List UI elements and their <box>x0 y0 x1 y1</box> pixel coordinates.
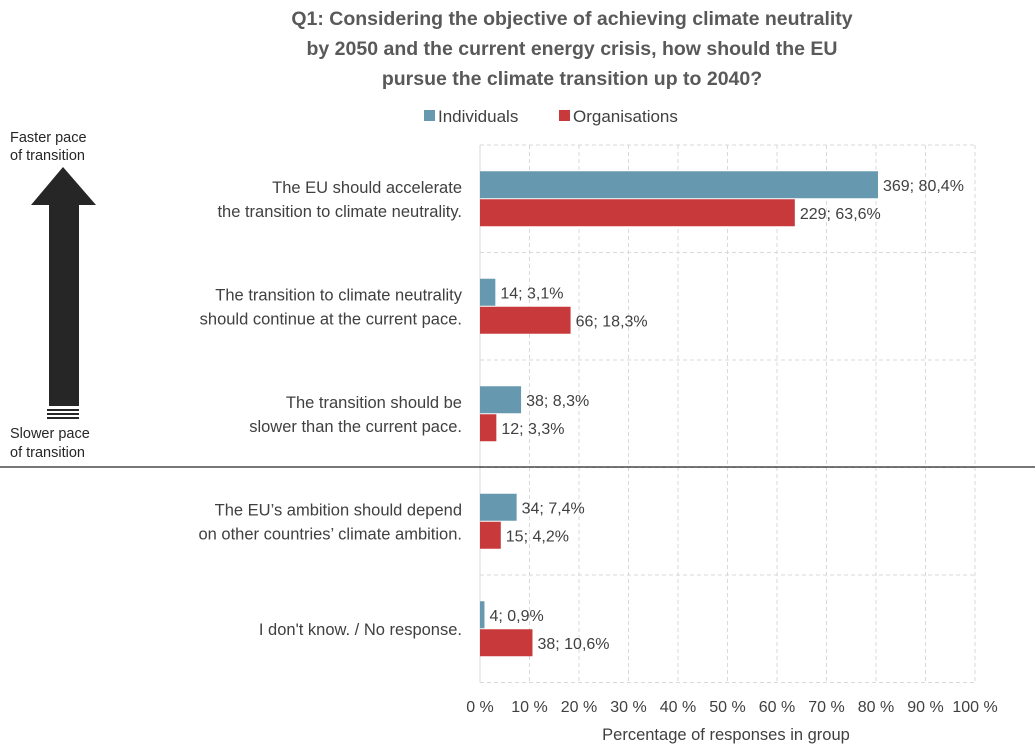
bar-organisations-3 <box>480 521 501 549</box>
slower-pace-label-line-2: of transition <box>10 445 85 461</box>
gridlines <box>479 144 976 683</box>
category-label-2-line-0: The transition should be <box>286 394 462 412</box>
chart-title-line-1: Q1: Considering the objective of achievi… <box>291 8 852 30</box>
bar-organisations-1 <box>480 306 571 334</box>
faster-pace-label-line-2: of transition <box>10 148 85 164</box>
data-label-organisations-1: 66; 18,3% <box>576 313 648 330</box>
data-label-individuals-3: 34; 7,4% <box>522 500 585 517</box>
arrow-tail-stripe-1 <box>47 409 79 411</box>
category-label-3-line-0: The EU’s ambition should depend <box>215 501 462 519</box>
category-label-1-line-0: The transition to climate neutrality <box>215 286 462 304</box>
x-tick-label-10: 100 % <box>952 699 997 716</box>
x-tick-label-1: 10 % <box>511 699 547 716</box>
bar-individuals-3 <box>480 493 517 521</box>
arrow-up-icon <box>31 167 96 406</box>
data-label-individuals-1: 14; 3,1% <box>500 285 563 302</box>
x-tick-label-4: 40 % <box>660 699 696 716</box>
x-axis-ticks: 0 % 10 % 20 % 30 % 40 % 50 % 60 % 70 % 80 % 90 % 1… <box>466 699 997 716</box>
faster-pace-label-line-1: Faster pace <box>10 130 87 146</box>
chart-title-line-2: by 2050 and the current energy crisis, h… <box>307 38 838 60</box>
bar-individuals-1 <box>480 278 496 306</box>
arrow-tail-stripe-2 <box>47 413 79 415</box>
data-label-individuals-4: 4; 0,9% <box>489 608 543 625</box>
slower-pace-label-line-1: Slower pace <box>10 426 90 442</box>
bar-organisations-4 <box>480 629 533 657</box>
bars <box>480 171 878 657</box>
legend-label-individuals: Individuals <box>438 107 518 126</box>
x-tick-label-9: 90 % <box>907 699 943 716</box>
chart-title-line-3: pursue the climate transition up to 2040… <box>382 68 762 90</box>
legend-label-organisations: Organisations <box>573 107 678 126</box>
category-label-0-line-0: The EU should accelerate <box>272 179 462 197</box>
pace-arrow <box>31 167 96 419</box>
x-axis-title: Percentage of responses in group <box>602 726 850 744</box>
category-label-2-line-1: slower than the current pace. <box>249 418 462 436</box>
bar-organisations-0 <box>480 199 795 227</box>
data-label-organisations-0: 229; 63,6% <box>800 206 881 223</box>
bar-individuals-0 <box>480 171 878 199</box>
arrow-tail-stripe-3 <box>47 417 79 419</box>
data-label-organisations-4: 38; 10,6% <box>537 636 609 653</box>
data-label-individuals-2: 38; 8,3% <box>526 393 589 410</box>
data-labels: 369; 80,4%229; 63,6% 14; 3,1% 66; 18,3% 38;… <box>489 178 963 653</box>
x-tick-label-3: 30 % <box>610 699 646 716</box>
bar-organisations-2 <box>480 414 497 442</box>
legend-swatch-organisations <box>559 110 570 121</box>
x-tick-label-6: 60 % <box>759 699 795 716</box>
category-label-4-line-0: I don't know. / No response. <box>259 621 462 639</box>
category-label-1-line-1: should continue at the current pace. <box>200 310 462 328</box>
x-tick-label-8: 80 % <box>858 699 894 716</box>
bar-individuals-2 <box>480 386 522 414</box>
category-label-0-line-1: the transition to climate neutrality. <box>217 203 462 221</box>
data-label-organisations-3: 15; 4,2% <box>506 528 569 545</box>
x-tick-label-5: 50 % <box>709 699 745 716</box>
category-labels: The EU should accelerate the transition t… <box>198 179 462 639</box>
category-label-3-line-1: on other countries’ climate ambition. <box>198 525 462 543</box>
x-tick-label-2: 20 % <box>561 699 597 716</box>
legend: Individuals Organisations <box>424 107 678 126</box>
data-label-individuals-0: 369; 80,4% <box>883 178 964 195</box>
legend-swatch-individuals <box>424 110 435 121</box>
x-tick-label-0: 0 % <box>466 699 494 716</box>
bar-individuals-4 <box>480 601 485 629</box>
x-tick-label-7: 70 % <box>808 699 844 716</box>
data-label-organisations-2: 12; 3,3% <box>501 421 564 438</box>
